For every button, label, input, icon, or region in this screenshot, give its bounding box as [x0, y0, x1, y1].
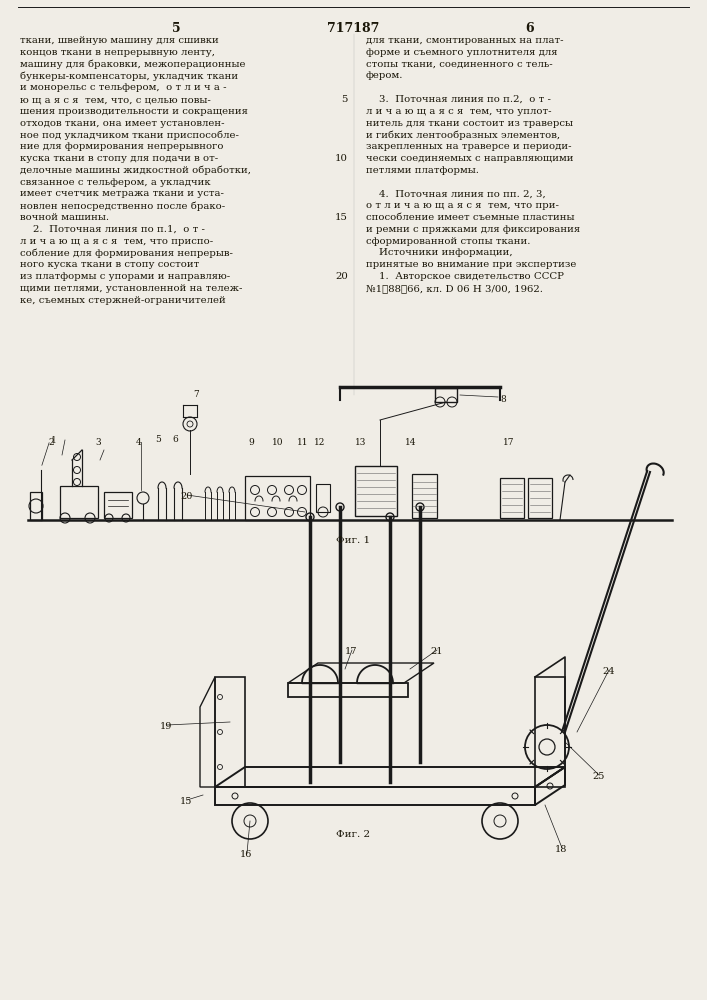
- Text: ю щ а я с я  тем, что, с целью повы-: ю щ а я с я тем, что, с целью повы-: [20, 95, 211, 104]
- Text: л и ч а ю щ а я с я  тем, что приспо-: л и ч а ю щ а я с я тем, что приспо-: [20, 237, 213, 246]
- Text: для ткани, смонтированных на плат-: для ткани, смонтированных на плат-: [366, 36, 563, 45]
- Text: 1.  Авторское свидетельство СССР: 1. Авторское свидетельство СССР: [366, 272, 564, 281]
- Text: 7: 7: [193, 390, 199, 399]
- Text: 10: 10: [272, 438, 284, 447]
- Text: фером.: фером.: [366, 71, 404, 80]
- Text: 5: 5: [341, 95, 348, 104]
- Text: делочные машины жидкостной обработки,: делочные машины жидкостной обработки,: [20, 166, 251, 175]
- Text: 16: 16: [240, 850, 252, 859]
- Bar: [60, 486, 98, 518]
- Bar: [535, 677, 565, 787]
- Text: 3.  Поточная линия по п.2,  о т -: 3. Поточная линия по п.2, о т -: [366, 95, 551, 104]
- Text: стопы ткани, соединенного с тель-: стопы ткани, соединенного с тель-: [366, 60, 553, 69]
- Text: ткани, швейную машину для сшивки: ткани, швейную машину для сшивки: [20, 36, 218, 45]
- Text: ке, съемных стержней-ограничителей: ке, съемных стержней-ограничителей: [20, 296, 226, 305]
- Text: 20: 20: [180, 492, 192, 501]
- Text: 2: 2: [48, 438, 54, 447]
- Bar: [215, 787, 535, 805]
- Text: сформированной стопы ткани.: сформированной стопы ткани.: [366, 237, 530, 246]
- Text: 21: 21: [430, 647, 443, 656]
- Bar: [528, 478, 552, 518]
- Bar: [316, 484, 330, 512]
- Text: №1㔵88㔵66, кл. D 06 H 3/00, 1962.: №1㔵88㔵66, кл. D 06 H 3/00, 1962.: [366, 284, 543, 293]
- Text: 15: 15: [180, 797, 192, 806]
- Text: форме и съемного уплотнителя для: форме и съемного уплотнителя для: [366, 48, 558, 57]
- Text: Источники информации,: Источники информации,: [366, 248, 513, 257]
- Text: 15: 15: [335, 213, 348, 222]
- Text: 11: 11: [297, 438, 308, 447]
- Text: 8: 8: [500, 395, 506, 404]
- Text: 4.  Поточная линия по пп. 2, 3,: 4. Поточная линия по пп. 2, 3,: [366, 189, 546, 198]
- Text: 2.  Поточная линия по п.1,  о т -: 2. Поточная линия по п.1, о т -: [20, 225, 205, 234]
- Text: принятые во внимание при экспертизе: принятые во внимание при экспертизе: [366, 260, 576, 269]
- Text: Фиг. 1: Фиг. 1: [336, 536, 370, 545]
- Text: 6: 6: [526, 22, 534, 35]
- Text: 4: 4: [136, 438, 141, 447]
- Text: и ремни с пряжками для фиксирования: и ремни с пряжками для фиксирования: [366, 225, 580, 234]
- Text: из платформы с упорами и направляю-: из платформы с упорами и направляю-: [20, 272, 230, 281]
- Bar: [30, 492, 42, 520]
- Text: бункеры-компенсаторы, укладчик ткани: бункеры-компенсаторы, укладчик ткани: [20, 71, 238, 81]
- Text: куска ткани в стопу для подачи в от-: куска ткани в стопу для подачи в от-: [20, 154, 218, 163]
- Text: концов ткани в непрерывную ленту,: концов ткани в непрерывную ленту,: [20, 48, 215, 57]
- Text: л и ч а ю щ а я с я  тем, что уплот-: л и ч а ю щ а я с я тем, что уплот-: [366, 107, 551, 116]
- Text: 1: 1: [51, 436, 57, 445]
- Text: вочной машины.: вочной машины.: [20, 213, 109, 222]
- Bar: [288, 683, 408, 697]
- Text: 14: 14: [405, 438, 416, 447]
- Text: 3: 3: [95, 438, 100, 447]
- Text: собление для формирования непрерыв-: собление для формирования непрерыв-: [20, 248, 233, 258]
- Text: связанное с тельфером, а укладчик: связанное с тельфером, а укладчик: [20, 178, 211, 187]
- Text: имеет счетчик метража ткани и уста-: имеет счетчик метража ткани и уста-: [20, 189, 224, 198]
- Text: закрепленных на траверсе и периоди-: закрепленных на траверсе и периоди-: [366, 142, 571, 151]
- Text: отходов ткани, она имеет установлен-: отходов ткани, она имеет установлен-: [20, 119, 225, 128]
- Bar: [435, 388, 457, 402]
- Text: нитель для ткани состоит из траверсы: нитель для ткани состоит из траверсы: [366, 119, 573, 128]
- Text: 18: 18: [555, 845, 568, 854]
- Text: 12: 12: [314, 438, 325, 447]
- Bar: [500, 478, 524, 518]
- Text: шения производительности и сокращения: шения производительности и сокращения: [20, 107, 248, 116]
- Text: ние для формирования непрерывного: ние для формирования непрерывного: [20, 142, 223, 151]
- Text: 25: 25: [592, 772, 604, 781]
- Text: чески соединяемых с направляющими: чески соединяемых с направляющими: [366, 154, 573, 163]
- Text: машину для браковки, межоперационные: машину для браковки, межоперационные: [20, 60, 245, 69]
- Text: 717187: 717187: [327, 22, 379, 35]
- Text: Фиг. 2: Фиг. 2: [336, 830, 370, 839]
- Bar: [104, 492, 132, 518]
- Text: 9: 9: [248, 438, 254, 447]
- Text: ного куска ткани в стопу состоит: ного куска ткани в стопу состоит: [20, 260, 199, 269]
- Text: 17: 17: [503, 438, 515, 447]
- Text: 17: 17: [345, 647, 358, 656]
- Text: 5: 5: [172, 22, 180, 35]
- Bar: [215, 677, 245, 787]
- Text: 5: 5: [155, 435, 161, 444]
- Text: петлями платформы.: петлями платформы.: [366, 166, 479, 175]
- Bar: [355, 466, 397, 516]
- Text: 24: 24: [602, 667, 614, 676]
- Text: новлен непосредственно после брако-: новлен непосредственно после брако-: [20, 201, 225, 211]
- Text: и гибких лентообразных элементов,: и гибких лентообразных элементов,: [366, 130, 560, 140]
- Text: способление имеет съемные пластины: способление имеет съемные пластины: [366, 213, 575, 222]
- Text: 19: 19: [160, 722, 173, 731]
- Text: ное под укладчиком ткани приспособле-: ное под укладчиком ткани приспособле-: [20, 130, 239, 140]
- Text: 20: 20: [335, 272, 348, 281]
- Text: 13: 13: [355, 438, 366, 447]
- Text: и монорельс с тельфером,  о т л и ч а -: и монорельс с тельфером, о т л и ч а -: [20, 83, 226, 92]
- Text: щими петлями, установленной на тележ-: щими петлями, установленной на тележ-: [20, 284, 243, 293]
- Bar: [412, 474, 437, 518]
- Text: 6: 6: [172, 435, 177, 444]
- Text: 10: 10: [335, 154, 348, 163]
- Bar: [245, 476, 310, 520]
- Text: о т л и ч а ю щ а я с я  тем, что при-: о т л и ч а ю щ а я с я тем, что при-: [366, 201, 559, 210]
